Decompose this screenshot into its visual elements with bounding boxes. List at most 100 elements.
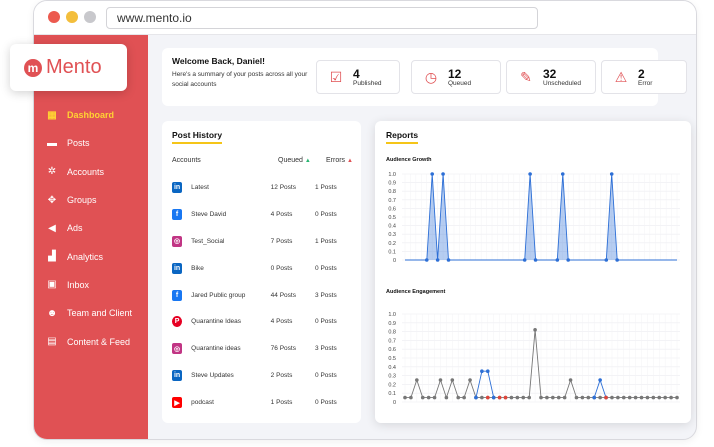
column-queued[interactable]: Queued ▲	[278, 157, 311, 164]
series-line	[405, 173, 677, 261]
sidebar-nav: ▦ Dashboard ▬ Posts ✲ Accounts ✥ Groups ◀ Ads ▟ Ana…	[34, 101, 148, 356]
y-tick-label: 0.3	[388, 374, 396, 380]
calendar-check-icon: ☑	[329, 68, 343, 85]
data-point	[446, 258, 451, 262]
reports-title: Reports	[386, 130, 419, 140]
welcome-subtitle: Here's a summary of your posts across al…	[172, 71, 308, 88]
data-point	[562, 395, 567, 400]
error-count: 0 Posts	[315, 264, 337, 272]
y-tick-label: 0.4	[388, 365, 396, 371]
welcome-title: Welcome Back, Daniel!	[172, 56, 265, 66]
data-point	[527, 395, 531, 400]
account-name: Jared Public group	[191, 291, 246, 299]
account-name: podcast	[191, 399, 214, 407]
brand-name: Mento	[46, 56, 102, 78]
browser-titlebar: www.mento.io	[34, 1, 696, 35]
table-row[interactable]: in Latest 12 Posts 1 Posts	[172, 174, 352, 201]
y-tick-label: 0.3	[388, 232, 396, 238]
table-row[interactable]: f Steve David 4 Posts 0 Posts	[172, 201, 352, 228]
audience-engagement-title: Audience Engagement	[386, 289, 446, 295]
data-point	[480, 395, 484, 400]
queued-count: 2 Posts	[270, 372, 293, 380]
data-point	[522, 258, 527, 262]
y-tick-label: 0.1	[388, 249, 396, 255]
account-name: Steve David	[191, 210, 227, 218]
stat-value: 2	[638, 66, 645, 81]
data-point	[598, 395, 602, 400]
sidebar-item-inbox[interactable]: ▣ Inbox	[34, 271, 148, 299]
y-tick-label: 0.7	[388, 338, 396, 344]
data-point	[528, 172, 532, 176]
facebook-icon: f	[172, 208, 183, 220]
sidebar-item-accounts[interactable]: ✲ Accounts	[34, 158, 148, 186]
stat-label: Published	[353, 79, 382, 87]
address-bar[interactable]: www.mento.io	[106, 7, 538, 29]
logo-card[interactable]: m Mento	[10, 44, 127, 91]
audience-growth-title: Audience Growth	[386, 157, 432, 163]
error-count: 0 Posts	[315, 318, 337, 326]
data-point	[424, 258, 429, 262]
sidebar-item-posts[interactable]: ▬ Posts	[34, 129, 148, 157]
data-point	[609, 172, 614, 176]
stat-card-error[interactable]: ⚠ 2 Error	[601, 60, 687, 94]
sidebar-item-groups[interactable]: ✥ Groups	[34, 186, 148, 214]
stat-card-queued[interactable]: ◷ 12 Queued	[411, 60, 501, 94]
stat-card-published[interactable]: ☑ 4 Published	[316, 60, 400, 94]
inbox-icon: ▣	[47, 279, 57, 291]
sidebar: ▦ Dashboard ▬ Posts ✲ Accounts ✥ Groups ◀ Ads ▟ Ana…	[34, 35, 148, 439]
post-history-underline	[172, 142, 222, 144]
table-row[interactable]: ◎ Test_Social 7 Posts 1 Posts	[172, 228, 352, 255]
data-point	[566, 258, 570, 262]
table-row[interactable]: in Steve Updates 2 Posts 0 Posts	[172, 362, 352, 389]
error-count: 3 Posts	[315, 345, 337, 353]
megaphone-icon: ◀	[48, 222, 56, 234]
stat-label: Error	[638, 79, 653, 87]
close-window-button[interactable]	[48, 11, 60, 23]
sidebar-item-team-and-client[interactable]: ☻ Team and Client	[34, 299, 148, 327]
table-row[interactable]: in Bike 0 Posts 0 Posts	[172, 255, 352, 282]
queued-count: 0 Posts	[270, 264, 293, 272]
data-point	[456, 395, 461, 400]
sidebar-item-dashboard[interactable]: ▦ Dashboard	[34, 101, 148, 129]
maximize-window-button[interactable]	[84, 11, 96, 23]
data-point	[430, 172, 434, 176]
sidebar-item-content-feed[interactable]: ▤ Content & Feed	[34, 327, 148, 355]
data-point	[509, 395, 514, 400]
table-row[interactable]: ▶ podcast 1 Posts 0 Posts	[172, 389, 352, 416]
sidebar-item-ads[interactable]: ◀ Ads	[34, 214, 148, 242]
analytics-icon: ▟	[48, 251, 56, 263]
data-point	[403, 395, 407, 400]
instagram-icon: ◎	[172, 235, 183, 247]
stat-card-unscheduled[interactable]: ✎ 32 Unscheduled	[506, 60, 596, 94]
warning-icon: ⚠	[614, 68, 628, 85]
table-row[interactable]: P Quarantine Ideas 4 Posts 0 Posts	[172, 309, 352, 336]
data-point	[556, 395, 561, 400]
y-tick-label: 1.0	[388, 172, 396, 178]
y-tick-label: 0.9	[388, 181, 396, 187]
minimize-window-button[interactable]	[66, 11, 78, 23]
sort-up-icon: ▲	[347, 158, 353, 164]
data-point	[586, 395, 591, 400]
team-icon: ☻	[46, 307, 58, 319]
table-row[interactable]: ◎ Quarantine ideas 76 Posts 3 Posts	[172, 335, 352, 362]
data-point	[450, 378, 455, 382]
data-point	[598, 378, 602, 382]
y-tick-label: 0.5	[388, 215, 396, 221]
table-row[interactable]: f Jared Public group 44 Posts 3 Posts	[172, 282, 352, 309]
data-point	[551, 395, 555, 400]
data-point	[657, 395, 662, 400]
sidebar-item-label: Team and Client	[67, 308, 133, 319]
account-name: Steve Updates	[191, 372, 234, 380]
column-errors[interactable]: Errors ▲	[326, 157, 353, 164]
data-point	[438, 378, 443, 382]
data-point	[574, 395, 579, 400]
sidebar-item-label: Posts	[67, 138, 90, 149]
data-point	[426, 395, 431, 400]
data-point	[409, 395, 413, 400]
sidebar-item-analytics[interactable]: ▟ Analytics	[34, 242, 148, 270]
y-tick-label: 0.8	[388, 189, 396, 195]
data-point	[462, 395, 466, 400]
data-point	[485, 369, 490, 373]
data-point	[420, 395, 425, 400]
groups-icon: ✥	[47, 194, 57, 206]
